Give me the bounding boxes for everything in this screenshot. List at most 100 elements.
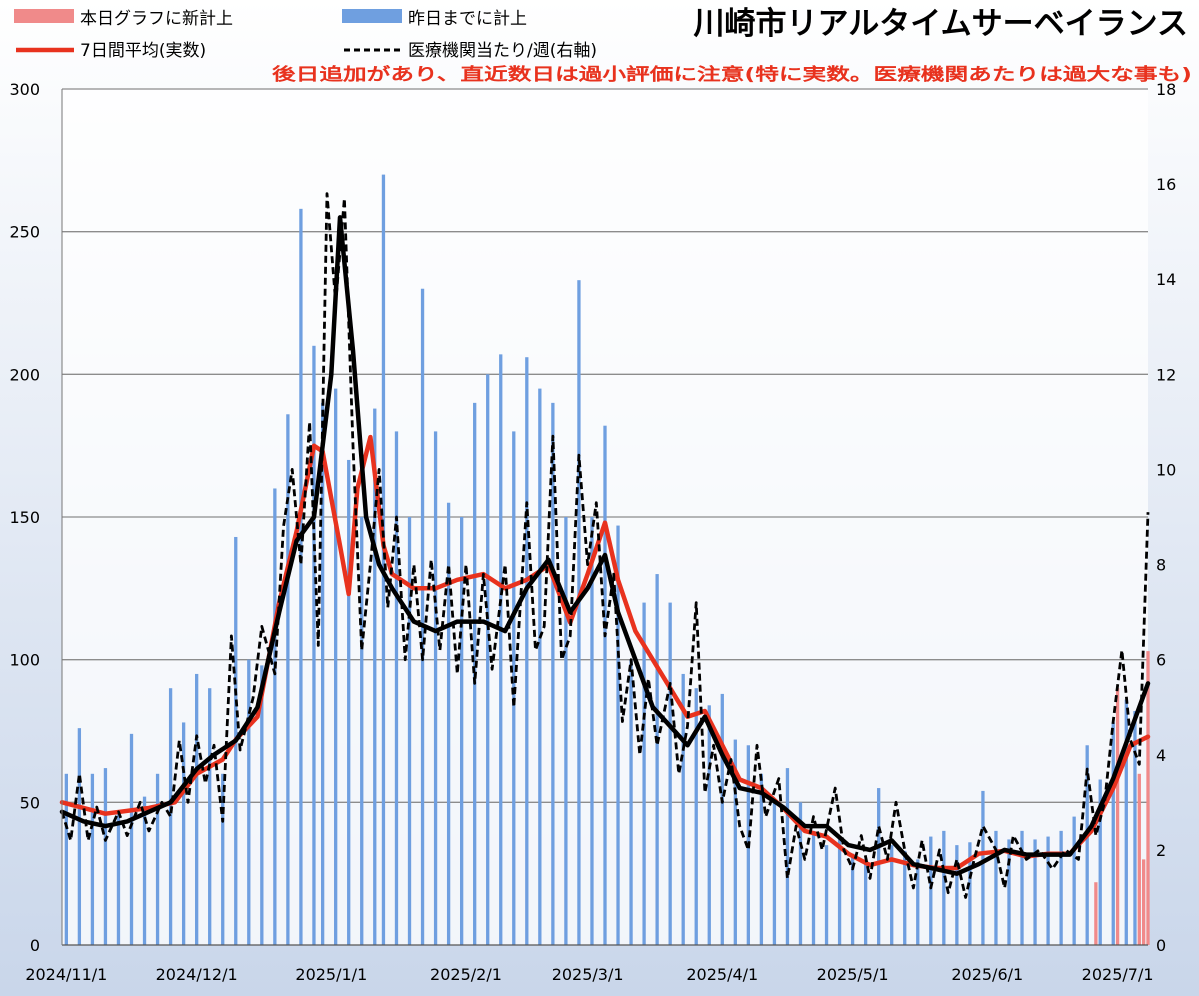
bar-prior [668, 602, 672, 945]
bar-prior [863, 859, 868, 945]
y-right-tick-label: 16 [1156, 175, 1176, 194]
bar-prior [890, 845, 894, 945]
bar-prior [733, 739, 737, 945]
bar-prior [538, 388, 542, 946]
bar-prior [994, 830, 998, 945]
bar-prior [381, 174, 386, 946]
bar-prior [785, 768, 790, 945]
bar-prior [499, 354, 503, 945]
bar-prior [1033, 839, 1037, 945]
line-ma7 [59, 434, 1151, 871]
bar-prior [155, 773, 160, 945]
y-right-tick-label: 4 [1156, 746, 1166, 765]
bar-prior [629, 659, 633, 945]
bar-prior [929, 836, 933, 945]
bar-prior [334, 388, 338, 946]
bar-prior [320, 402, 325, 945]
bar-prior [195, 673, 199, 945]
bar-prior [221, 773, 225, 945]
bar-prior [811, 830, 816, 945]
x-tick-label: 2025/1/1 [295, 965, 367, 984]
bar-prior [181, 722, 186, 945]
legend: 本日グラフに新計上 昨日までに計上 7日間平均(実数) 医療機関当たり/週(右軸) [14, 9, 597, 61]
x-tick-label: 2024/12/1 [156, 965, 238, 984]
bar-prior [208, 688, 212, 945]
legend-label: 昨日までに計上 [408, 9, 527, 29]
y-left-tick-label: 0 [30, 936, 40, 955]
bar-prior [942, 830, 946, 945]
bar-today [1137, 773, 1141, 945]
bar-prior [486, 374, 490, 945]
bar-prior [603, 425, 607, 945]
y-right-tick-label: 10 [1156, 460, 1176, 479]
bar-prior [1046, 836, 1050, 945]
bar-prior [299, 208, 303, 946]
bar-prior [394, 431, 399, 945]
bar-prior [420, 288, 425, 945]
x-tick-label: 2025/7/1 [1082, 965, 1154, 984]
chart-title: 川崎市リアルタイムサーベイランス [694, 6, 1188, 42]
bar-prior [64, 773, 68, 945]
bar-prior [642, 602, 646, 945]
bar-today [1142, 859, 1146, 945]
bar-prior [824, 845, 829, 945]
x-tick-label: 2025/3/1 [552, 965, 624, 984]
bar-prior [459, 517, 464, 945]
bar-prior [446, 502, 451, 945]
legend-label: 本日グラフに新計上 [80, 9, 233, 29]
bar-prior [90, 773, 95, 945]
bar-prior [260, 665, 264, 945]
bar-prior [551, 402, 555, 945]
legend-swatch [14, 9, 74, 23]
bar-prior [1133, 711, 1137, 945]
bar-prior [347, 459, 351, 945]
x-tick-label: 2024/11/1 [25, 965, 107, 984]
bar-prior [433, 431, 438, 945]
bar-prior [577, 280, 581, 945]
bar-today [1115, 688, 1120, 945]
bar-today [1094, 882, 1098, 945]
bar-prior [968, 842, 972, 945]
legend-label: 7日間平均(実数) [80, 41, 206, 61]
bar-prior [916, 859, 920, 945]
bar-prior [1072, 816, 1076, 945]
y-right-tick-label: 14 [1156, 270, 1176, 289]
y-left-tick-label: 300 [9, 80, 40, 99]
bar-prior [286, 414, 290, 945]
y-left-tick-label: 200 [9, 365, 40, 384]
axes-layer: 0 50 100 150 200 250 300 0 2 4 6 8 10 12 14 16 18 2024/11… [9, 80, 1176, 984]
bar-prior [1111, 722, 1115, 945]
bar-prior [798, 802, 803, 945]
bar-prior [129, 733, 134, 945]
y-left-tick-label: 50 [20, 793, 40, 812]
bar-prior [681, 673, 685, 945]
lines-layer [59, 192, 1151, 899]
bar-prior [247, 659, 251, 945]
bar-prior [77, 728, 82, 945]
bar-today [1146, 651, 1150, 945]
legend-label: 医療機関当たり/週(右軸) [408, 41, 597, 61]
warning-note: 後日追加があり、直近数日は過小評価に注意(特に実数。医療機関あたりは過大な事も) [272, 64, 1192, 85]
y-right-tick-label: 8 [1156, 556, 1166, 575]
x-tick-label: 2025/6/1 [951, 965, 1023, 984]
legend-swatch [342, 9, 402, 23]
bar-prior [1059, 830, 1063, 945]
bar-prior [720, 693, 724, 945]
bar-prior [360, 517, 364, 945]
bar-prior [1098, 779, 1102, 945]
bar-prior [655, 574, 659, 945]
x-tick-label: 2025/4/1 [686, 965, 758, 984]
bar-prior [312, 345, 316, 945]
bar-prior [1020, 830, 1024, 945]
bar-prior [616, 525, 620, 945]
bar-prior [694, 688, 698, 945]
bar-prior [707, 705, 711, 945]
bar-prior [564, 517, 568, 945]
x-tick-label: 2025/2/1 [430, 965, 502, 984]
bar-prior [103, 768, 108, 945]
y-left-tick-label: 250 [9, 223, 40, 242]
bar-prior [142, 796, 147, 945]
bar-prior [837, 836, 842, 945]
bar-prior [759, 773, 764, 945]
